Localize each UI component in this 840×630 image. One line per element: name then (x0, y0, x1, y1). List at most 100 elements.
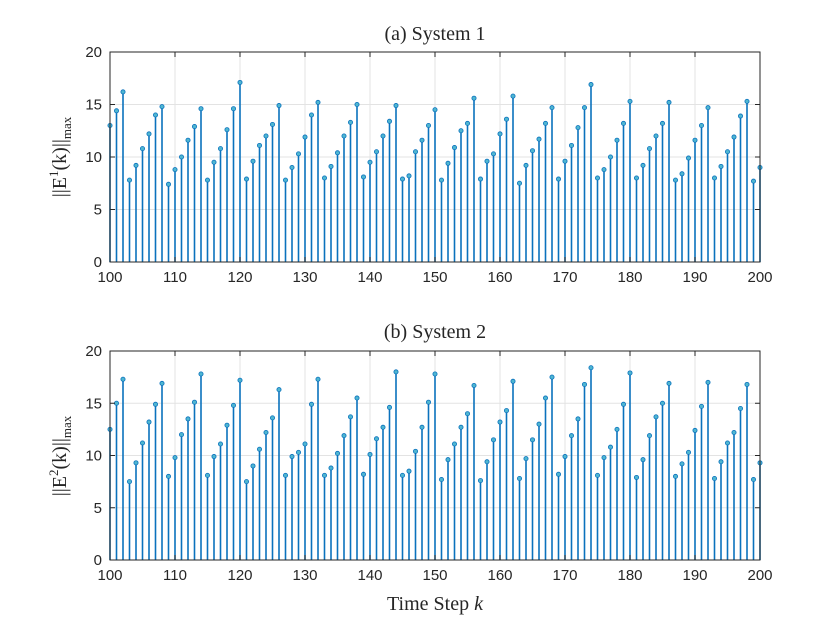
stem-point (269, 415, 275, 560)
stem-marker (673, 177, 679, 183)
stem-marker (406, 468, 412, 474)
y-axis-label-sup: 2 (46, 469, 61, 476)
stem-point (569, 433, 575, 560)
stem-marker (503, 408, 509, 414)
x-tick-label: 190 (682, 269, 707, 286)
stem-marker (295, 151, 301, 157)
stem-marker (399, 472, 405, 478)
stem-point (114, 108, 120, 262)
stem-point (673, 473, 679, 560)
stem-marker (165, 181, 171, 187)
stem-point (621, 401, 627, 560)
stem-point (634, 474, 640, 560)
x-tick-label: 130 (292, 567, 317, 584)
stem-point (425, 399, 431, 560)
stem-marker (172, 455, 178, 461)
y-tick-label: 10 (85, 149, 102, 166)
stem-point (692, 137, 698, 262)
x-tick-label: 110 (163, 567, 187, 584)
stem-marker (725, 440, 731, 446)
stem-marker (347, 414, 353, 420)
stem-marker (321, 472, 327, 478)
stem-point (595, 472, 601, 560)
stem-point (640, 162, 646, 262)
stem-marker (523, 162, 529, 168)
y-ticks: 0 5 10 15 20 (85, 44, 760, 271)
stem-point (731, 134, 737, 262)
stem-marker (601, 167, 607, 173)
stem-point (406, 468, 412, 560)
stem-marker (556, 471, 562, 477)
stem-point (354, 395, 360, 560)
stem-marker (647, 146, 653, 152)
stem-marker (569, 142, 575, 148)
stem-point (627, 370, 633, 560)
stem-marker (282, 177, 288, 183)
stem-point (263, 133, 269, 262)
stem-marker (744, 98, 750, 104)
stem-point (477, 176, 483, 262)
stem-point (614, 426, 620, 560)
stem-point (114, 400, 120, 560)
stem-point (432, 107, 438, 262)
stem-point (484, 158, 490, 262)
stem-point (191, 124, 197, 262)
stem-marker (588, 82, 594, 88)
stem-point (127, 177, 133, 262)
stem-point (608, 154, 614, 262)
stem-point (191, 399, 197, 560)
stem-point (178, 154, 184, 262)
stem-point (302, 441, 308, 560)
stem-marker (211, 454, 217, 460)
stem-marker (718, 163, 724, 169)
stem-marker (152, 401, 158, 407)
subplot-title: (b) System 2 (384, 321, 486, 343)
y-tick-label: 5 (94, 500, 102, 517)
stem-point (530, 148, 536, 262)
stem-marker (679, 461, 685, 467)
stem-marker (712, 175, 718, 181)
stem-point (471, 95, 477, 262)
stem-point (178, 432, 184, 560)
stem-point (614, 137, 620, 262)
stem-point (412, 448, 418, 560)
stem-marker (315, 99, 321, 105)
stem-point (497, 419, 503, 560)
stem-point (419, 424, 425, 560)
stem-point (341, 133, 347, 262)
stem-marker (159, 104, 165, 110)
stem-marker (178, 154, 184, 160)
stem-point (451, 145, 457, 262)
y-tick-label: 10 (85, 448, 102, 465)
stem-point (575, 416, 581, 560)
stem-point (503, 408, 509, 560)
stem-marker (517, 180, 523, 186)
stem-marker (146, 131, 152, 137)
stem-point (621, 120, 627, 262)
stem-point (634, 175, 640, 262)
stem-marker (569, 433, 575, 439)
stem-point (653, 414, 659, 560)
stem-marker (243, 479, 249, 485)
stem-point (517, 475, 523, 560)
stem-marker (120, 376, 126, 382)
stem-point (334, 450, 340, 560)
stem-point (660, 120, 666, 262)
stem-point (373, 436, 379, 560)
stem-point (328, 465, 334, 560)
stem-marker (360, 174, 366, 180)
stem-marker (146, 419, 152, 425)
stem-marker (614, 137, 620, 143)
stem-point (217, 441, 223, 560)
stem-marker (438, 177, 444, 183)
stem-marker (302, 441, 308, 447)
stem-point (172, 455, 178, 560)
stem-point (445, 457, 451, 560)
stem-point (523, 456, 529, 560)
stem-point (412, 149, 418, 262)
stem-point (562, 158, 568, 262)
stem-marker (412, 149, 418, 155)
stem-marker (647, 433, 653, 439)
x-tick-label: 150 (422, 567, 447, 584)
stem-marker (308, 112, 314, 118)
